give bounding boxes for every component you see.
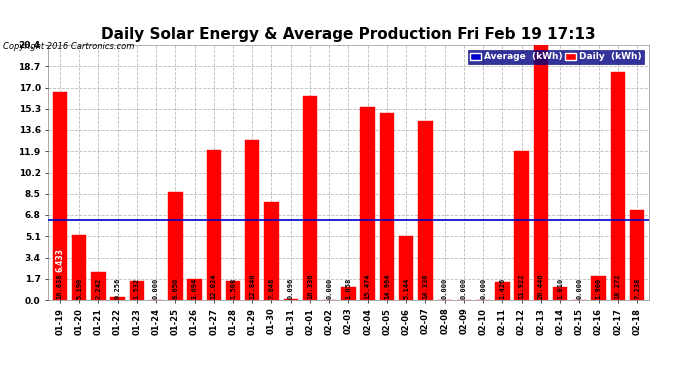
Text: 16.638: 16.638 xyxy=(57,273,63,299)
Bar xyxy=(187,279,201,300)
Text: 5.144: 5.144 xyxy=(403,278,409,299)
Bar xyxy=(591,276,606,300)
Bar xyxy=(495,282,510,300)
Text: 8.650: 8.650 xyxy=(172,278,178,299)
Text: 0.000: 0.000 xyxy=(153,278,159,299)
Bar xyxy=(130,281,144,300)
Bar xyxy=(360,106,375,300)
Text: 14.330: 14.330 xyxy=(422,273,428,299)
Text: 0.000: 0.000 xyxy=(442,278,448,299)
Text: 6.433: 6.433 xyxy=(55,248,64,272)
Text: 7.848: 7.848 xyxy=(268,278,275,299)
Bar xyxy=(206,150,221,300)
Text: 0.256: 0.256 xyxy=(115,278,121,299)
Text: 1.532: 1.532 xyxy=(134,278,140,299)
Text: 1.426: 1.426 xyxy=(500,278,505,299)
Bar xyxy=(168,192,182,300)
Text: 5.190: 5.190 xyxy=(76,278,82,299)
Text: 16.336: 16.336 xyxy=(307,273,313,299)
Title: Daily Solar Energy & Average Production Fri Feb 19 17:13: Daily Solar Energy & Average Production … xyxy=(101,27,595,42)
Text: 1.900: 1.900 xyxy=(595,278,602,299)
Text: 15.474: 15.474 xyxy=(365,273,371,299)
Bar xyxy=(91,272,106,300)
Bar xyxy=(533,44,548,300)
Text: 14.964: 14.964 xyxy=(384,273,390,299)
Text: 0.000: 0.000 xyxy=(461,278,467,299)
Text: 18.272: 18.272 xyxy=(615,273,621,299)
Bar xyxy=(611,72,625,300)
Bar xyxy=(72,235,86,300)
Bar xyxy=(52,92,67,300)
Bar xyxy=(418,121,433,300)
Bar xyxy=(380,113,394,300)
Text: 11.922: 11.922 xyxy=(519,273,524,299)
Bar xyxy=(264,202,279,300)
Text: 1.694: 1.694 xyxy=(192,278,197,299)
Text: 0.000: 0.000 xyxy=(326,278,332,299)
Bar xyxy=(342,287,355,300)
Text: 12.840: 12.840 xyxy=(249,273,255,299)
Text: 1.058: 1.058 xyxy=(346,278,351,299)
Text: 20.446: 20.446 xyxy=(538,273,544,299)
Text: 12.024: 12.024 xyxy=(210,273,217,299)
Bar xyxy=(399,236,413,300)
Text: 0.096: 0.096 xyxy=(288,278,294,299)
Text: 1.508: 1.508 xyxy=(230,278,236,299)
Bar xyxy=(110,297,125,300)
Text: Copyright 2016 Cartronics.com: Copyright 2016 Cartronics.com xyxy=(3,42,135,51)
Text: 1.010: 1.010 xyxy=(557,278,563,299)
Text: 2.242: 2.242 xyxy=(95,278,101,299)
Bar xyxy=(284,299,298,300)
Legend: Average  (kWh), Daily  (kWh): Average (kWh), Daily (kWh) xyxy=(468,50,644,64)
Bar xyxy=(245,140,259,300)
Bar xyxy=(515,151,529,300)
Bar xyxy=(553,287,567,300)
Text: 0.000: 0.000 xyxy=(480,278,486,299)
Bar xyxy=(630,210,644,300)
Text: 0.000: 0.000 xyxy=(576,278,582,299)
Bar xyxy=(303,96,317,300)
Text: 7.238: 7.238 xyxy=(634,278,640,299)
Bar xyxy=(226,281,240,300)
